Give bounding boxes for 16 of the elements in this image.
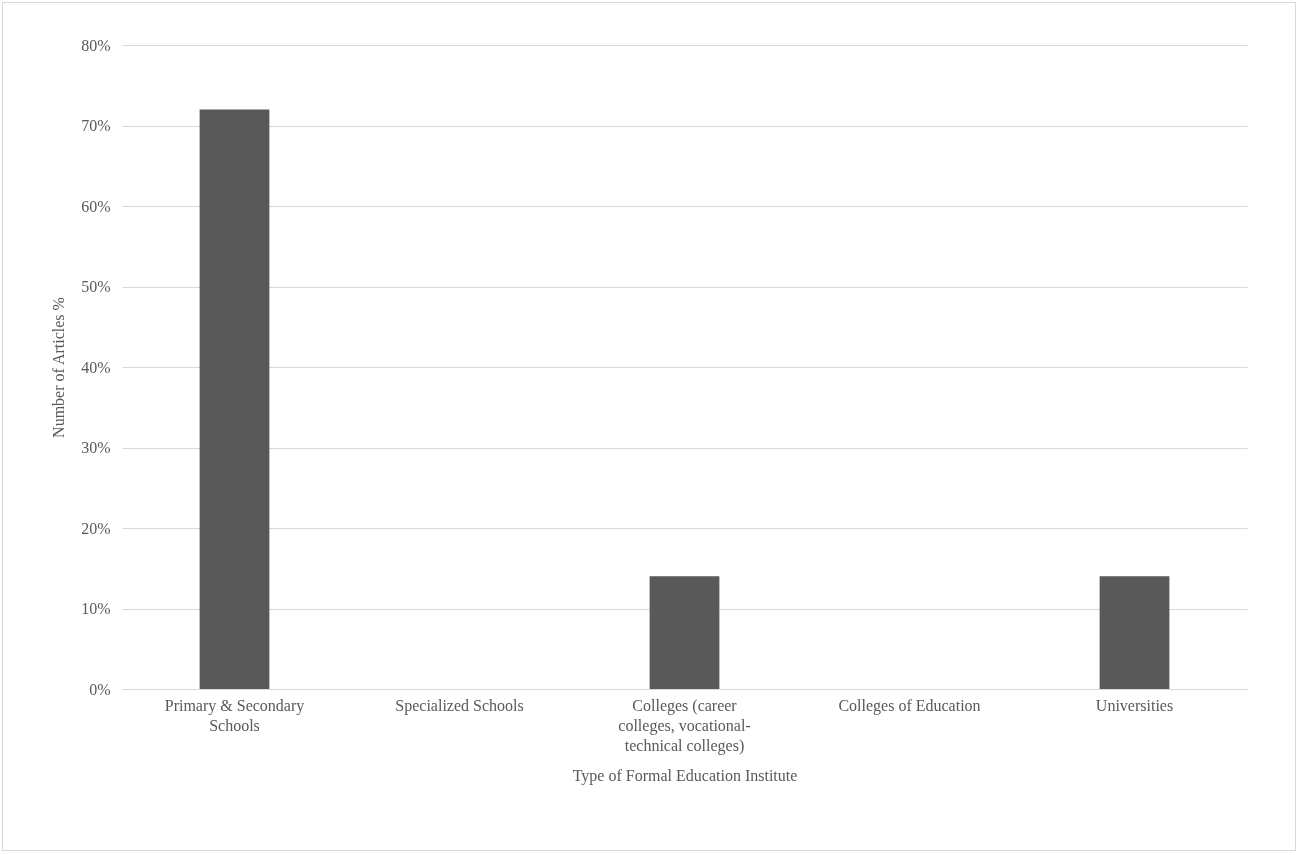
y-tick-label: 10% xyxy=(81,600,111,617)
x-tick-label: Specialized Schools xyxy=(395,696,524,715)
y-tick-label: 30% xyxy=(81,439,111,456)
y-tick-label: 0% xyxy=(89,680,111,698)
x-axis-title: Type of Formal Education Institute xyxy=(572,766,798,785)
x-tick-label: Primary & Secondary Schools xyxy=(164,696,305,734)
y-tick-label: 70% xyxy=(81,117,111,134)
y-tick-label: 60% xyxy=(81,197,111,215)
y-tick-label: 50% xyxy=(81,278,111,295)
y-tick-label: 40% xyxy=(81,358,111,376)
x-tick-label: Colleges of Education xyxy=(838,696,981,715)
y-axis-title: Number of Articles % xyxy=(50,297,68,438)
x-tick-label: Colleges (career colleges, vocational-technical colleges) xyxy=(618,696,751,755)
x-tick-label: Universities xyxy=(1095,696,1174,714)
y-tick-label: 80% xyxy=(81,36,111,54)
y-tick-label: 20% xyxy=(81,519,111,537)
